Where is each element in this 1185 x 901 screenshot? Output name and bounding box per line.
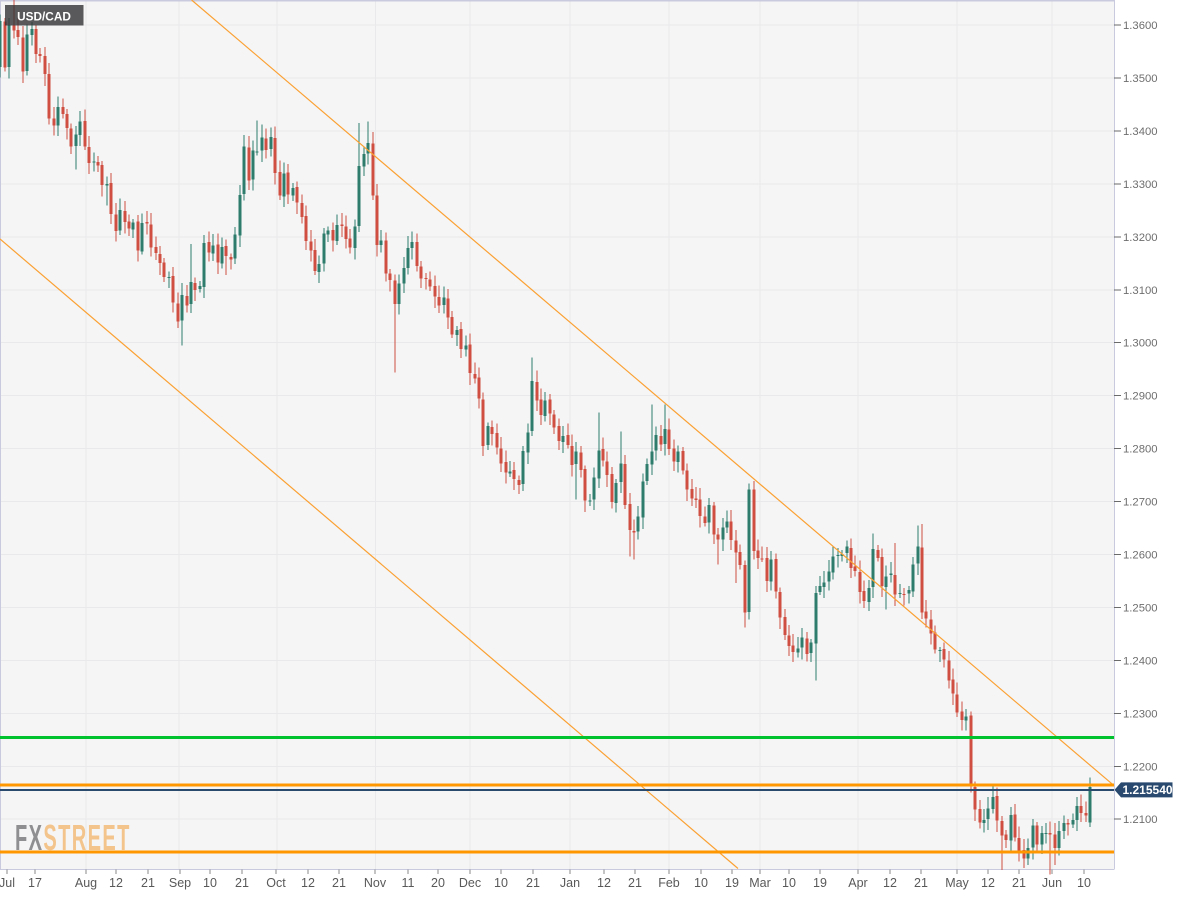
- svg-text:10: 10: [1077, 876, 1091, 890]
- svg-text:1.3400: 1.3400: [1123, 126, 1158, 138]
- svg-text:Mar: Mar: [749, 876, 771, 890]
- svg-text:1.3000: 1.3000: [1123, 338, 1158, 350]
- svg-text:12: 12: [301, 876, 315, 890]
- svg-text:12: 12: [981, 876, 995, 890]
- svg-text:21: 21: [141, 876, 155, 890]
- svg-text:10: 10: [694, 876, 708, 890]
- svg-text:Jul: Jul: [0, 876, 15, 890]
- svg-text:Feb: Feb: [658, 876, 680, 890]
- svg-text:21: 21: [526, 876, 540, 890]
- svg-text:21: 21: [235, 876, 249, 890]
- svg-text:1.3500: 1.3500: [1123, 73, 1158, 85]
- svg-text:1.2900: 1.2900: [1123, 391, 1158, 403]
- svg-text:1.3300: 1.3300: [1123, 179, 1158, 191]
- svg-text:1.2400: 1.2400: [1123, 655, 1158, 667]
- svg-text:1.2500: 1.2500: [1123, 603, 1158, 615]
- svg-text:1.2600: 1.2600: [1123, 550, 1158, 562]
- svg-text:Sep: Sep: [169, 876, 191, 890]
- svg-text:1.3100: 1.3100: [1123, 285, 1158, 297]
- svg-text:21: 21: [1012, 876, 1026, 890]
- svg-text:10: 10: [782, 876, 796, 890]
- svg-text:17: 17: [28, 876, 42, 890]
- svg-text:21: 21: [628, 876, 642, 890]
- svg-text:May: May: [945, 876, 969, 890]
- svg-text:1.215540: 1.215540: [1123, 783, 1173, 797]
- svg-text:21: 21: [332, 876, 346, 890]
- svg-text:10: 10: [203, 876, 217, 890]
- svg-text:11: 11: [402, 876, 415, 890]
- svg-text:1.2700: 1.2700: [1123, 497, 1158, 509]
- svg-text:19: 19: [725, 876, 739, 890]
- svg-text:Nov: Nov: [364, 876, 387, 890]
- svg-text:Dec: Dec: [459, 876, 481, 890]
- svg-text:10: 10: [494, 876, 508, 890]
- svg-text:12: 12: [109, 876, 123, 890]
- svg-text:1.3200: 1.3200: [1123, 232, 1158, 244]
- svg-text:20: 20: [431, 876, 445, 890]
- svg-text:Jan: Jan: [560, 876, 580, 890]
- svg-text:12: 12: [597, 876, 611, 890]
- svg-text:21: 21: [914, 876, 928, 890]
- svg-text:12: 12: [883, 876, 897, 890]
- svg-text:Oct: Oct: [266, 876, 286, 890]
- svg-text:1.2800: 1.2800: [1123, 444, 1158, 456]
- svg-text:1.2100: 1.2100: [1123, 814, 1158, 826]
- svg-text:Jun: Jun: [1042, 876, 1062, 890]
- svg-text:1.3600: 1.3600: [1123, 20, 1158, 32]
- svg-text:1.2200: 1.2200: [1123, 761, 1158, 773]
- svg-text:1.2300: 1.2300: [1123, 708, 1158, 720]
- svg-text:19: 19: [813, 876, 827, 890]
- svg-text:USD/CAD: USD/CAD: [17, 10, 71, 24]
- svg-text:Aug: Aug: [75, 876, 97, 890]
- svg-text:Apr: Apr: [848, 876, 867, 890]
